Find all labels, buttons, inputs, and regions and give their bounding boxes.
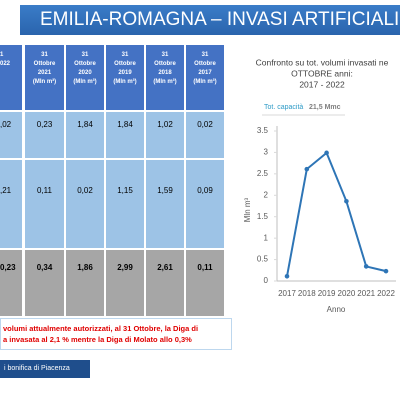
x-tick-label: 2020 (338, 289, 356, 298)
table-cell: 1,84 (106, 112, 144, 158)
header-cell: 31 Ottobre 2019 (Mln m³) (106, 45, 144, 110)
header-text: 2018 (158, 70, 172, 76)
header-text: 022 (0, 61, 11, 67)
note: volumi attualmente autorizzati, al 31 Ot… (0, 318, 232, 350)
header-text: 1 (0, 52, 4, 58)
header-text: Ottobre (154, 61, 176, 67)
header-text: 31 (81, 52, 89, 58)
line (286, 151, 387, 277)
table-cell: 0,23 (25, 112, 64, 158)
header-text: (Mln m³) (153, 79, 177, 85)
y-tick-label: 0.5 (257, 255, 269, 264)
header-cell: 1 022 (0, 45, 22, 110)
header-text: 2020 (78, 70, 92, 76)
header-text: Ottobre (33, 61, 56, 67)
table-cell: 2,61 (146, 250, 184, 316)
y-tick-label: 0 (264, 276, 269, 285)
header-cell: 31 Ottobre 2018 (Mln m³) (146, 45, 184, 110)
table-cell: 0,02 (66, 160, 104, 248)
header-text: (Mln m³) (32, 79, 57, 85)
x-tick-label: 2019 (318, 289, 336, 298)
y-tick-label: 1.5 (257, 212, 269, 221)
chart-title: OTTOBRE anni: (291, 68, 353, 78)
note-line: a invasata al 2,1 % mentre la Diga di Mo… (3, 335, 192, 344)
header-text: 31 (201, 52, 209, 58)
point (363, 264, 369, 269)
y-tick-label: 3.5 (257, 126, 269, 135)
header-cell: 31 Ottobre 2020 (Mln m³) (66, 45, 104, 110)
header-cell: 31 Ottobre 2017 (Mln m³) (186, 45, 224, 110)
table-cell: 0,02 (186, 112, 224, 158)
annotation-value: 21,5 Mmc (309, 104, 341, 111)
point (383, 268, 389, 274)
y-tick-label: 2.5 (257, 169, 269, 178)
annotation-label: Tot. capacità (264, 104, 303, 111)
point (284, 273, 290, 279)
header-text: Ottobre (114, 61, 136, 67)
y-tick-label: 1 (264, 233, 269, 242)
header-text: Ottobre (74, 61, 96, 67)
x-axis-label: Anno (327, 305, 346, 314)
table-cell: 1,15 (106, 160, 144, 248)
header-cell: 31 Ottobre 2021 (Mln m³) (25, 45, 64, 110)
note-line: volumi attualmente autorizzati, al 31 Ot… (3, 324, 199, 333)
x-tick-label: 2018 (298, 289, 316, 298)
chart-title: Confronto su tot. volumi invasati ne (256, 57, 389, 67)
table-cell: 0,34 (25, 250, 64, 316)
chart-title: 2017 - 2022 (299, 79, 345, 89)
table-cell: 0,11 (186, 250, 224, 316)
header-text: (Mln m³) (193, 79, 217, 85)
table-cell: 1,84 (66, 112, 104, 158)
x-tick-label: 2022 (377, 289, 395, 298)
table-cell: 0,11 (25, 160, 64, 248)
header-text: 2019 (118, 70, 132, 76)
table-cell: ,02 (0, 112, 22, 158)
header-text: 2017 (198, 70, 212, 76)
table-cell: 1,86 (66, 250, 104, 316)
point (304, 166, 310, 172)
table-cell: ,21 (0, 160, 22, 248)
point (344, 198, 349, 204)
header-text: 2021 (37, 70, 52, 76)
x-tick-label: 2017 (278, 289, 296, 298)
footer: i bonifica di Piacenza (0, 360, 90, 378)
y-axis-label: Mln m³ (243, 197, 252, 222)
header-text: (Mln m³) (73, 79, 97, 85)
header-text: 31 (161, 52, 169, 58)
header-text: Ottobre (194, 61, 216, 67)
header-text: 31 (121, 52, 129, 58)
header-text: (Mln m³) (113, 79, 137, 85)
header-text: 31 (41, 52, 48, 58)
table-cell: 0,09 (186, 160, 224, 248)
table-cell: 1,02 (146, 112, 184, 158)
point (324, 150, 329, 156)
y-tick-label: 2 (264, 190, 269, 199)
table-cell: 1,59 (146, 160, 184, 248)
table-cell: 2,99 (106, 250, 144, 316)
y-tick-label: 3 (264, 148, 269, 157)
slide-title: EMILIA-ROMAGNA – INVASI ARTIFICIALI (20, 5, 400, 35)
table-cell: 0,23 (0, 250, 22, 316)
x-tick-label: 2021 (357, 289, 375, 298)
